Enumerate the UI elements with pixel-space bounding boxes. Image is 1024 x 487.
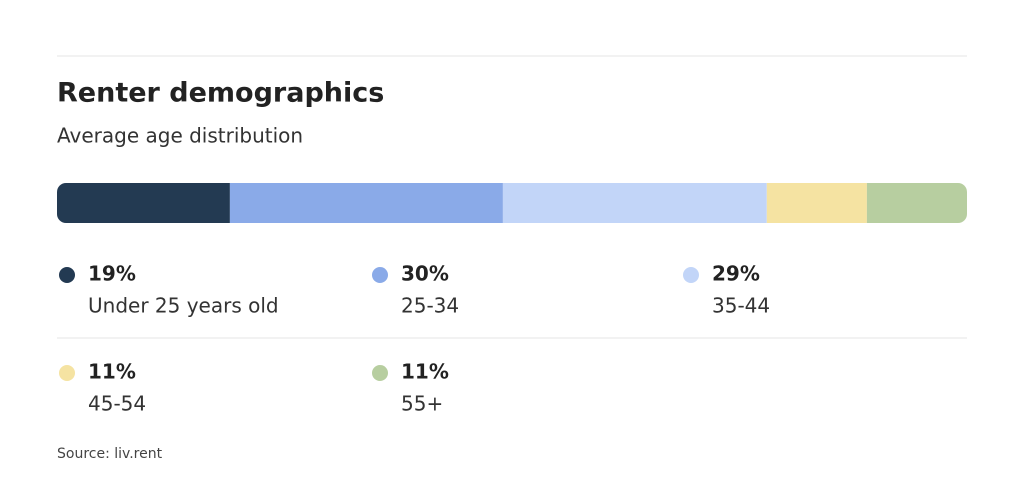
legend-label: 35-44: [712, 294, 770, 318]
legend-label: 25-34: [401, 294, 459, 318]
legend-value: 19%: [88, 262, 136, 286]
bar-segment: [229, 183, 503, 223]
bar-segment: [866, 183, 967, 223]
legend-label: 45-54: [88, 392, 146, 416]
legend-dot: [372, 365, 388, 381]
bar-segment: [502, 183, 767, 223]
legend-label: 55+: [401, 392, 443, 416]
legend-dot: [59, 267, 75, 283]
bar-segment: [57, 183, 230, 223]
legend-value: 11%: [401, 360, 449, 384]
legend-value: 30%: [401, 262, 449, 286]
legend-value: 29%: [712, 262, 760, 286]
stacked-bar: [57, 183, 967, 223]
legend-dot: [683, 267, 699, 283]
legend-label: Under 25 years old: [88, 294, 279, 318]
chart-subtitle: Average age distribution: [57, 124, 303, 148]
chart-title: Renter demographics: [57, 78, 384, 109]
legend-value: 11%: [88, 360, 136, 384]
legend-dot: [372, 267, 388, 283]
source: Source: liv.rent: [57, 446, 163, 462]
legend-dot: [59, 365, 75, 381]
bar-segment: [766, 183, 867, 223]
